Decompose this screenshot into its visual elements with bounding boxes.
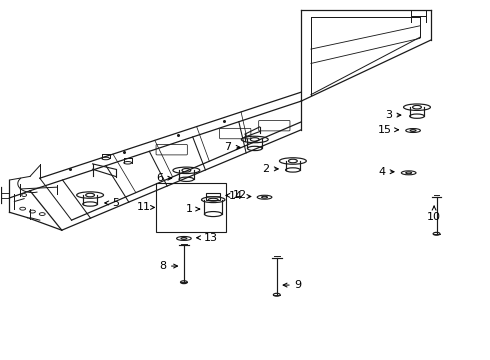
Text: 15: 15 <box>378 125 398 135</box>
Text: 10: 10 <box>427 206 441 222</box>
Text: 3: 3 <box>385 110 401 120</box>
Bar <box>156 183 226 232</box>
Text: 5: 5 <box>105 198 119 208</box>
Text: 14: 14 <box>229 192 251 202</box>
Text: 1: 1 <box>186 204 199 214</box>
Text: 9: 9 <box>283 280 302 290</box>
Text: 13: 13 <box>196 233 218 243</box>
Text: 8: 8 <box>159 261 177 271</box>
Text: 12: 12 <box>226 190 247 201</box>
Text: 11: 11 <box>136 202 154 212</box>
Text: 7: 7 <box>224 142 240 152</box>
Text: 4: 4 <box>378 167 394 177</box>
Bar <box>206 193 220 200</box>
Text: 2: 2 <box>263 164 278 174</box>
Text: 6: 6 <box>156 173 171 183</box>
